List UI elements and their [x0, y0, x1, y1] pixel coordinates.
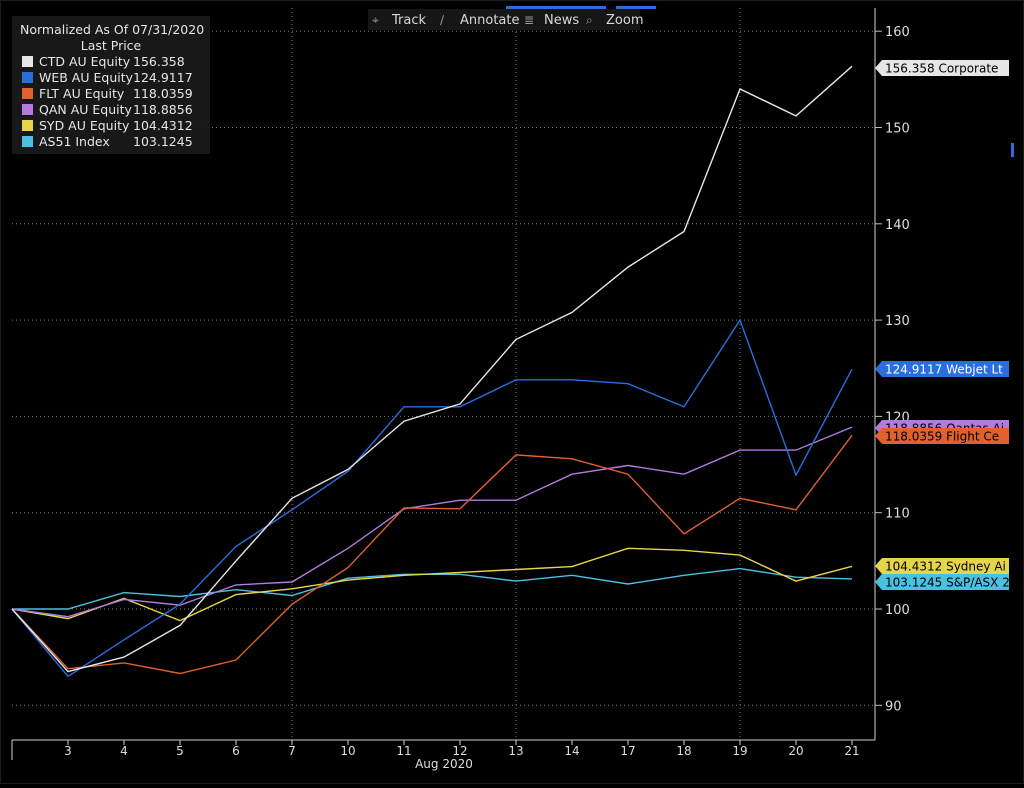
y-tick-label: 140 [885, 218, 910, 233]
toolbar-label: Zoom [606, 13, 643, 28]
legend-title: Normalized As Of 07/31/2020 [20, 22, 204, 37]
value-tag-bg [875, 428, 1009, 444]
x-tick-label: 17 [620, 744, 635, 758]
legend-entry-value: 156.358 [133, 54, 185, 69]
magnifier-icon: ⌕ [586, 13, 593, 27]
toolbar-accent [616, 6, 656, 9]
legend-swatch [22, 104, 33, 115]
chart-toolbar[interactable]: ⌖ Track ∕ Annotate ≣ News ⌕ Zoom [368, 6, 656, 30]
x-tick-label: 10 [340, 744, 355, 758]
value-tag-text: 104.4312 Sydney Ai [885, 560, 1006, 574]
toolbar-track-button[interactable]: ⌖ Track [372, 13, 426, 28]
value-tag-bg [875, 574, 1009, 590]
toolbar-bg [368, 9, 640, 30]
value-tag-bg [875, 361, 1009, 377]
toolbar-label: Track [391, 13, 426, 28]
x-axis-label: Aug 2020 [415, 757, 473, 771]
value-tag-text: 118.0359 Flight Ce [885, 430, 999, 444]
series-line-syd [11, 547, 853, 622]
x-tick-label: 5 [176, 744, 184, 758]
x-tick-label: 7 [288, 744, 296, 758]
toolbar-annotate-button[interactable]: ∕ Annotate [440, 13, 519, 28]
series-line-qan [11, 426, 853, 618]
value-tag-text: 156.358 Corporate [885, 62, 998, 76]
toolbar-zoom-button[interactable]: ⌕ Zoom [586, 13, 643, 28]
value-tag-syd: 104.4312 Sydney Ai [875, 558, 1009, 574]
x-tick-label: 4 [120, 744, 128, 758]
toolbar-news-button[interactable]: ≣ News [524, 13, 579, 28]
legend-entry-name: WEB AU Equity [39, 70, 134, 85]
series-lines [11, 65, 853, 678]
legend-entry-name: QAN AU Equity [39, 102, 133, 117]
legend-subtitle: Last Price [81, 38, 142, 53]
legend-entry-value: 118.0359 [133, 86, 193, 101]
legend-entry-value: 104.4312 [133, 118, 193, 133]
series-line-ctd [11, 65, 853, 673]
scroll-marker [1011, 143, 1014, 157]
toolbar-accent [506, 6, 606, 9]
x-tick-label: 14 [564, 744, 579, 758]
toolbar-label: Annotate [460, 13, 519, 28]
x-tick-label: 20 [788, 744, 803, 758]
legend-swatch [22, 72, 33, 83]
value-tag-ctd: 156.358 Corporate [875, 60, 1009, 76]
value-tag-as51: 103.1245 S&P/ASX 2 [875, 574, 1010, 590]
legend-swatch [22, 56, 33, 67]
pencil-icon: ∕ [440, 13, 445, 27]
y-tick-label: 160 [885, 25, 910, 40]
legend-swatch [22, 88, 33, 99]
legend-entry-name: FLT AU Equity [39, 86, 125, 101]
legend-entry-name: SYD AU Equity [39, 118, 130, 133]
y-tick-label: 90 [885, 699, 902, 714]
x-tick-label: 3 [64, 744, 72, 758]
value-tag-bg [875, 60, 1009, 76]
value-tag-text: 124.9117 Webjet Lt [885, 363, 1003, 377]
news-icon: ≣ [524, 13, 534, 27]
x-tick-label: 21 [844, 744, 859, 758]
legend-entry-value: 103.1245 [133, 134, 193, 149]
y-tick-label: 110 [885, 507, 910, 522]
toolbar-label: News [544, 13, 579, 28]
x-tick-label: 11 [396, 744, 411, 758]
legend-box [12, 16, 210, 154]
legend-entry-name: AS51 Index [39, 134, 110, 149]
x-tick-label: 6 [232, 744, 240, 758]
legend-entry-value: 124.9117 [133, 70, 193, 85]
series-line-flt [11, 434, 853, 675]
series-line-web [11, 318, 853, 678]
x-tick-label: 12 [452, 744, 467, 758]
legend-entry-name: CTD AU Equity [39, 54, 131, 69]
x-tick-label: 18 [676, 744, 691, 758]
legend-swatch [22, 120, 33, 131]
y-tick-label: 150 [885, 122, 910, 137]
crosshair-icon: ⌖ [372, 13, 379, 27]
value-tag-web: 124.9117 Webjet Lt [875, 361, 1009, 377]
y-tick-label: 130 [885, 314, 910, 329]
value-tag-flt: 118.0359 Flight Ce [875, 428, 1009, 444]
value-tag-text: 103.1245 S&P/ASX 2 [885, 576, 1010, 590]
legend-swatch [22, 136, 33, 147]
legend-entry-value: 118.8856 [133, 102, 193, 117]
y-tick-label: 100 [885, 603, 910, 618]
value-tag-bg [875, 558, 1009, 574]
series-line-as51 [12, 567, 853, 610]
x-tick-label: 13 [508, 744, 523, 758]
x-tick-label: 19 [732, 744, 747, 758]
